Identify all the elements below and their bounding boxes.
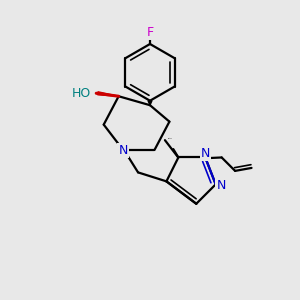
Text: HO: HO <box>72 87 91 100</box>
Polygon shape <box>98 92 118 96</box>
Text: N: N <box>216 179 226 192</box>
Text: N: N <box>201 147 210 161</box>
Text: N: N <box>118 143 128 157</box>
Text: F: F <box>146 26 154 39</box>
Text: methyl: methyl <box>168 138 173 139</box>
Polygon shape <box>148 101 152 105</box>
